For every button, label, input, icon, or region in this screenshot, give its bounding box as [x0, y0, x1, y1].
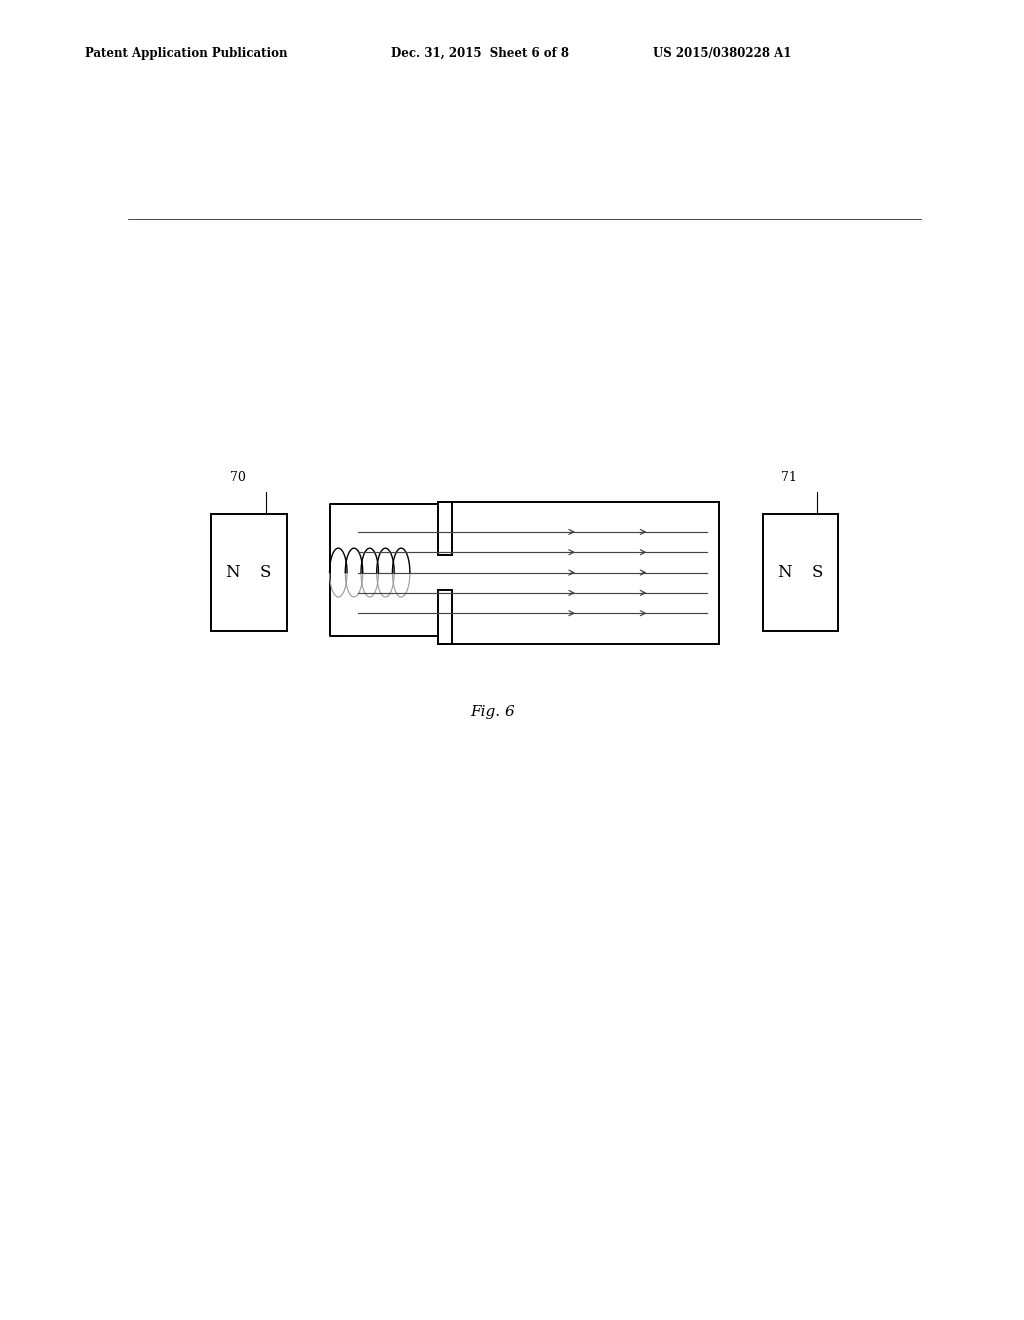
Text: 70: 70	[229, 471, 246, 483]
Bar	[211, 515, 287, 631]
Text: 71: 71	[781, 471, 798, 483]
Text: S: S	[260, 564, 271, 581]
Text: N: N	[776, 564, 792, 581]
Text: US 2015/0380228 A1: US 2015/0380228 A1	[653, 46, 792, 59]
Text: Fig. 6: Fig. 6	[471, 705, 515, 719]
Bar	[437, 590, 452, 644]
Bar	[763, 515, 839, 631]
Text: N: N	[225, 564, 240, 581]
Text: Patent Application Publication: Patent Application Publication	[85, 46, 288, 59]
Text: Dec. 31, 2015  Sheet 6 of 8: Dec. 31, 2015 Sheet 6 of 8	[391, 46, 569, 59]
Bar	[437, 502, 452, 554]
Text: S: S	[811, 564, 823, 581]
